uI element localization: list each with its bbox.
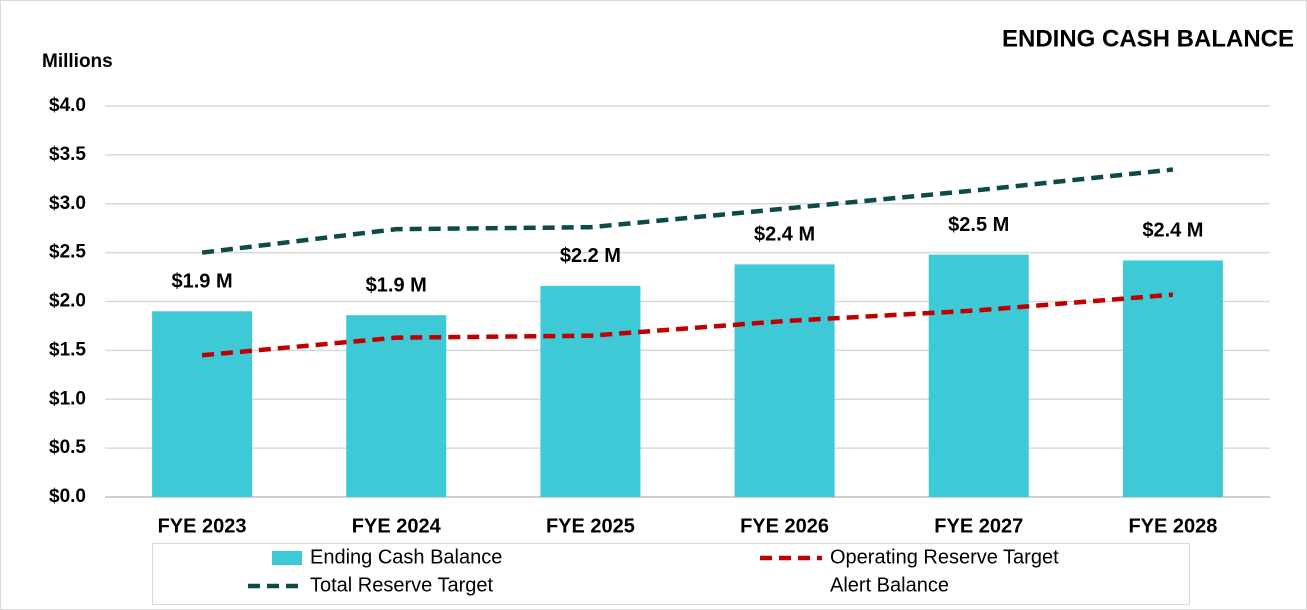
data-label: $2.2 M xyxy=(560,245,621,267)
data-label: $1.9 M xyxy=(366,274,427,296)
bar xyxy=(928,254,1029,497)
x-tick-label: FYE 2025 xyxy=(546,515,635,537)
line xyxy=(201,292,1174,358)
legend-swatch xyxy=(272,551,302,565)
bar xyxy=(346,315,447,497)
legend-label: Ending Cash Balance xyxy=(310,546,502,568)
x-tick-label: FYE 2028 xyxy=(1128,515,1217,537)
legend-label: Total Reserve Target xyxy=(310,574,494,596)
y-axis-title: Millions xyxy=(42,51,113,72)
y-tick-label: $1.5 xyxy=(49,339,86,360)
y-tick-label: $3.0 xyxy=(49,193,86,214)
x-tick-label: FYE 2023 xyxy=(158,515,247,537)
y-tick-label: $2.0 xyxy=(49,291,86,312)
bar xyxy=(1122,260,1223,497)
y-tick-label: $2.5 xyxy=(49,242,86,263)
data-label: $2.4 M xyxy=(754,224,815,246)
line xyxy=(201,167,1174,255)
legend-label: Operating Reserve Target xyxy=(830,546,1059,568)
y-tick-label: $4.0 xyxy=(49,95,86,116)
y-tick-label: $3.5 xyxy=(49,144,86,165)
data-label: $2.4 M xyxy=(1142,220,1203,242)
y-tick-label: $0.0 xyxy=(49,486,86,507)
chart-title: ENDING CASH BALANCE xyxy=(1002,25,1294,52)
bar xyxy=(734,264,835,497)
bar xyxy=(540,285,641,497)
y-tick-label: $1.0 xyxy=(49,388,86,409)
y-tick-label: $0.5 xyxy=(49,437,86,458)
x-tick-label: FYE 2027 xyxy=(934,515,1023,537)
x-tick-label: FYE 2024 xyxy=(352,515,442,537)
legend-box xyxy=(152,543,1190,605)
data-label: $1.9 M xyxy=(172,271,233,293)
x-tick-label: FYE 2026 xyxy=(740,515,829,537)
data-label: $2.5 M xyxy=(948,214,1009,236)
legend-label: Alert Balance xyxy=(830,574,949,596)
bar xyxy=(152,311,253,497)
